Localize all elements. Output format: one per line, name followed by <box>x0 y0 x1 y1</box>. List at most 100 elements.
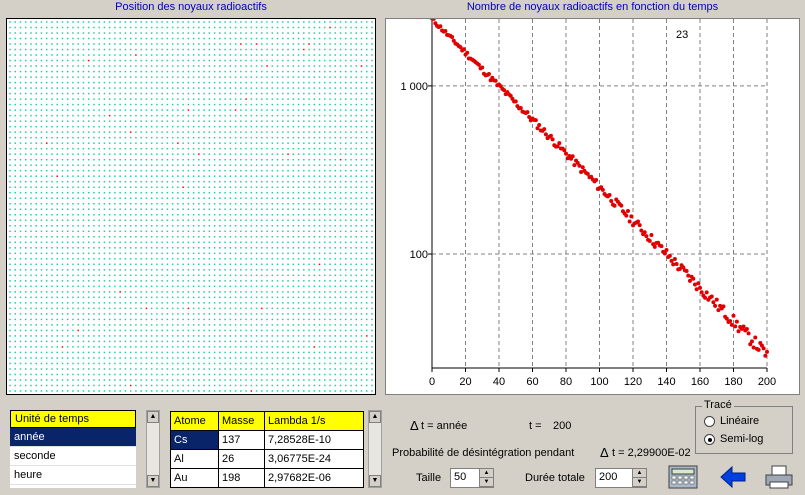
nucleus <box>145 357 148 359</box>
nucleus <box>108 136 111 139</box>
nucleus <box>355 302 358 304</box>
nucleus <box>203 324 205 326</box>
nucleus <box>287 373 289 376</box>
nucleus <box>366 346 368 348</box>
nucleus <box>229 340 232 343</box>
nucleus <box>51 54 53 56</box>
nucleus <box>93 351 95 354</box>
nucleus <box>93 208 95 211</box>
nucleus <box>145 368 148 370</box>
nucleus <box>350 87 352 89</box>
nucleus <box>150 357 153 359</box>
nucleus <box>56 313 58 315</box>
nucleus <box>261 120 263 122</box>
nucleus <box>219 114 221 117</box>
nucleus <box>51 252 53 255</box>
nucleus <box>292 125 295 128</box>
data-point <box>674 261 679 266</box>
nucleus <box>192 291 195 293</box>
nucleus <box>103 296 106 299</box>
nucleus <box>103 142 106 144</box>
nucleus <box>261 247 263 249</box>
nucleus <box>297 252 300 255</box>
nucleus <box>355 92 358 95</box>
nucleus <box>72 219 74 222</box>
nucleus <box>129 324 132 326</box>
nucleus <box>82 214 85 216</box>
nucleus <box>208 214 211 216</box>
data-point <box>537 122 542 127</box>
nucleus <box>213 59 216 62</box>
nucleus <box>360 54 363 56</box>
nucleus <box>30 197 32 199</box>
nucleus <box>140 59 142 62</box>
nucleus <box>208 252 211 255</box>
nucleus <box>171 225 174 227</box>
nucleus <box>271 219 274 222</box>
nucleus <box>271 59 274 62</box>
nucleus <box>45 54 48 56</box>
nucleus <box>198 59 200 62</box>
decayed-nucleus <box>308 43 310 45</box>
nucleus <box>329 191 331 194</box>
nucleus <box>40 329 43 332</box>
nucleus <box>366 291 368 293</box>
nucleus <box>24 313 27 315</box>
nucleus <box>129 329 132 332</box>
nucleus <box>371 158 373 161</box>
nucleus <box>66 147 69 150</box>
nucleus <box>287 92 289 95</box>
nucleus <box>93 153 95 155</box>
nucleus <box>313 32 316 34</box>
nucleus <box>339 214 342 216</box>
nucleus <box>103 291 106 293</box>
nucleus <box>234 384 237 387</box>
nucleus <box>245 158 247 161</box>
nucleus <box>292 302 295 304</box>
nucleus <box>324 302 326 304</box>
nucleus <box>14 384 16 387</box>
nucleus <box>103 247 106 249</box>
nucleus <box>56 247 58 249</box>
nucleus <box>177 247 179 249</box>
nucleus <box>150 191 153 194</box>
nucleus <box>282 48 284 51</box>
nucleus <box>350 362 352 365</box>
nucleus <box>161 131 163 133</box>
nucleus <box>203 302 205 304</box>
nucleus <box>198 236 200 238</box>
nucleus <box>129 285 132 288</box>
nucleus <box>324 98 326 100</box>
nucleus <box>182 21 184 23</box>
nucleus <box>177 120 179 122</box>
nucleus <box>140 48 142 51</box>
nucleus <box>145 32 148 34</box>
nucleus <box>282 252 284 255</box>
nucleus <box>14 214 16 216</box>
nucleus <box>77 92 79 95</box>
nucleus <box>24 87 27 89</box>
nucleus <box>203 340 205 343</box>
nucleus <box>360 285 363 288</box>
nucleus <box>124 70 127 73</box>
nucleus <box>245 65 247 67</box>
nucleus <box>40 70 43 73</box>
nucleus <box>334 280 337 282</box>
nucleus <box>276 373 279 376</box>
nucleus <box>350 65 352 67</box>
nucleus <box>229 329 232 332</box>
nucleus <box>135 158 137 161</box>
x-tick-label: 180 <box>724 376 742 388</box>
nucleus <box>224 302 226 304</box>
nucleus <box>30 219 32 222</box>
nucleus <box>177 202 179 205</box>
nucleus <box>35 269 37 271</box>
nucleus <box>366 230 368 233</box>
nucleus <box>119 362 121 365</box>
nucleus <box>98 175 100 177</box>
nucleus <box>366 32 368 34</box>
nucleus <box>119 54 121 56</box>
nucleus <box>313 263 316 266</box>
nucleus <box>266 186 268 188</box>
nucleus <box>87 219 90 222</box>
